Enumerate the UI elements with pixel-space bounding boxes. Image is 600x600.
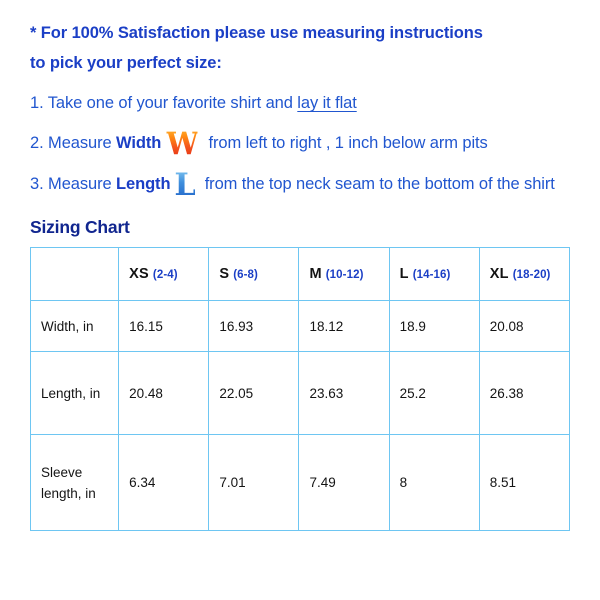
step-1-number: 1. [30,94,44,112]
table-row: Length, in 20.48 22.05 23.63 25.2 26.38 [29,351,571,435]
instruction-step-1: 1. Take one of your favorite shirt and l… [30,88,572,119]
step-3-text-before: Measure [43,175,117,193]
cell-length-xs: 20.48 [118,351,210,435]
instruction-step-3: 3. Measure Length L from the top neck sea… [30,169,572,201]
size-name-m: M [309,266,322,282]
cell-sleeve-l: 8 [388,434,480,531]
step-3-bold-word: Length [116,175,171,193]
cell-length-s: 22.05 [208,351,300,435]
table-header-l: L (14-16) [388,247,480,301]
cell-width-xl: 20.08 [478,300,571,352]
step-2-text-before: Measure [43,134,117,152]
cell-sleeve-s: 7.01 [208,434,300,531]
cell-length-xl: 26.38 [478,351,571,435]
step-2-number: 2. [30,134,44,152]
size-name-s: S [219,266,230,282]
table-header-s: S (6-8) [208,247,300,301]
cell-width-s: 16.93 [208,300,300,352]
table-header-row: XS (2-4) S (6-8) M (10-12) L (14-16) XL (18-2… [29,247,571,301]
intro-heading: * For 100% Satisfaction please use measu… [30,18,570,78]
step-3-text-after: from the top neck seam to the bottom of … [200,175,555,193]
table-row: Width, in 16.15 16.93 18.12 18.9 20.08 [29,300,571,352]
size-range-xl: (18-20) [512,269,551,281]
sizing-chart-title: Sizing Chart [30,217,130,237]
size-name-l: L [399,266,409,282]
step-1-text-before: Take one of your favorite shirt and [43,94,298,112]
instruction-step-2: 2. Measure Width W from left to right , 1… [30,128,572,160]
table-header-m: M (10-12) [298,247,390,301]
row-label-width: Width, in [29,300,120,352]
step-2-bold-word: Width [116,134,162,152]
cell-width-xs: 16.15 [118,300,210,352]
width-glyph-icon: W [166,126,199,162]
cell-sleeve-xs: 6.34 [118,434,210,531]
size-range-l: (14-16) [412,269,451,281]
step-1-emphasis: lay it flat [297,94,357,112]
cell-width-m: 18.12 [298,300,390,352]
row-label-sleeve-length: Sleeve length, in [29,434,120,531]
size-name-xs: XS [129,266,149,282]
size-range-m: (10-12) [325,269,364,281]
cell-sleeve-m: 7.49 [298,434,390,531]
table-row: Sleeve length, in 6.34 7.01 7.49 8 8.51 [29,434,571,531]
table-header-xs: XS (2-4) [118,247,210,301]
cell-width-l: 18.9 [388,300,480,352]
size-range-xs: (2-4) [152,269,178,281]
row-label-length: Length, in [29,351,120,435]
sizing-chart-table: XS (2-4) S (6-8) M (10-12) L (14-16) XL (18-2… [29,247,571,531]
measuring-instructions-list: 1. Take one of your favorite shirt and l… [30,88,572,201]
size-name-xl: XL [489,266,509,282]
intro-line-1: * For 100% Satisfaction please use measu… [30,24,483,42]
cell-length-l: 25.2 [388,351,480,435]
table-corner-cell [29,247,120,301]
table-header-xl: XL (18-20) [478,247,571,301]
cell-sleeve-xl: 8.51 [478,434,571,531]
cell-length-m: 23.63 [298,351,390,435]
length-glyph-icon: L [174,167,196,203]
intro-line-2: to pick your perfect size: [30,54,222,72]
step-3-number: 3. [30,175,44,193]
size-range-s: (6-8) [233,269,258,281]
step-2-text-after: from left to right , 1 inch below arm pi… [204,134,488,152]
